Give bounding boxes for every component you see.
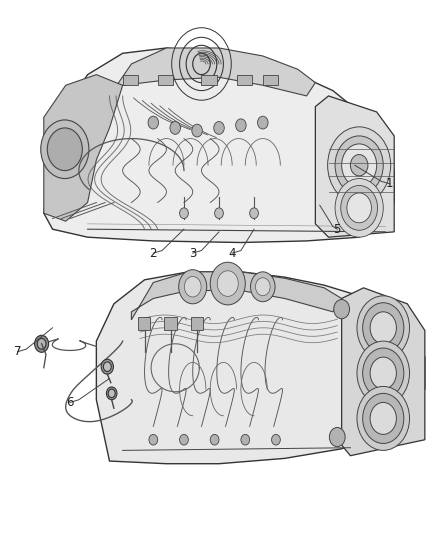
Circle shape xyxy=(347,193,371,223)
Circle shape xyxy=(342,144,377,187)
Bar xyxy=(263,75,278,85)
Circle shape xyxy=(363,393,404,443)
Bar xyxy=(158,75,173,85)
Circle shape xyxy=(214,122,224,134)
Circle shape xyxy=(335,136,383,195)
Circle shape xyxy=(217,271,238,296)
Circle shape xyxy=(241,434,250,445)
Circle shape xyxy=(184,277,201,297)
Circle shape xyxy=(357,296,410,360)
Circle shape xyxy=(103,362,111,372)
Circle shape xyxy=(148,116,159,129)
Circle shape xyxy=(370,402,396,434)
Circle shape xyxy=(106,387,117,400)
Text: 2: 2 xyxy=(149,247,157,260)
Bar xyxy=(191,317,203,330)
Circle shape xyxy=(341,185,378,230)
Circle shape xyxy=(350,155,368,176)
Circle shape xyxy=(334,300,350,319)
Circle shape xyxy=(255,278,270,296)
Circle shape xyxy=(179,270,207,304)
Circle shape xyxy=(192,124,202,137)
Polygon shape xyxy=(131,272,342,320)
Circle shape xyxy=(328,127,391,204)
Circle shape xyxy=(149,434,158,445)
Bar xyxy=(164,317,177,330)
Circle shape xyxy=(236,119,246,132)
Polygon shape xyxy=(44,48,394,243)
Polygon shape xyxy=(110,48,315,96)
Circle shape xyxy=(357,341,410,405)
Polygon shape xyxy=(96,272,425,464)
Circle shape xyxy=(101,359,113,374)
Circle shape xyxy=(370,312,396,344)
Circle shape xyxy=(329,427,345,447)
Circle shape xyxy=(363,303,404,353)
Circle shape xyxy=(37,338,46,349)
Polygon shape xyxy=(315,96,394,237)
Circle shape xyxy=(210,262,245,305)
Circle shape xyxy=(272,434,280,445)
Polygon shape xyxy=(342,288,425,456)
Circle shape xyxy=(170,122,180,134)
Circle shape xyxy=(108,389,115,398)
Bar xyxy=(138,317,150,330)
Circle shape xyxy=(41,120,89,179)
Text: 3: 3 xyxy=(189,247,196,260)
Text: 6: 6 xyxy=(66,396,74,409)
Circle shape xyxy=(258,116,268,129)
Bar xyxy=(201,75,217,85)
Circle shape xyxy=(180,434,188,445)
Circle shape xyxy=(363,348,404,398)
Circle shape xyxy=(335,179,383,237)
Circle shape xyxy=(370,357,396,389)
Text: 4: 4 xyxy=(228,247,236,260)
Circle shape xyxy=(35,335,49,352)
Circle shape xyxy=(250,208,258,219)
Circle shape xyxy=(215,208,223,219)
Circle shape xyxy=(47,128,82,171)
Circle shape xyxy=(251,272,275,302)
Polygon shape xyxy=(44,75,123,221)
Text: 1: 1 xyxy=(386,177,394,190)
Text: 5: 5 xyxy=(334,223,341,236)
Bar xyxy=(237,75,252,85)
Circle shape xyxy=(210,434,219,445)
Bar xyxy=(123,75,138,85)
Circle shape xyxy=(357,386,410,450)
Text: 7: 7 xyxy=(14,345,21,358)
Circle shape xyxy=(180,208,188,219)
